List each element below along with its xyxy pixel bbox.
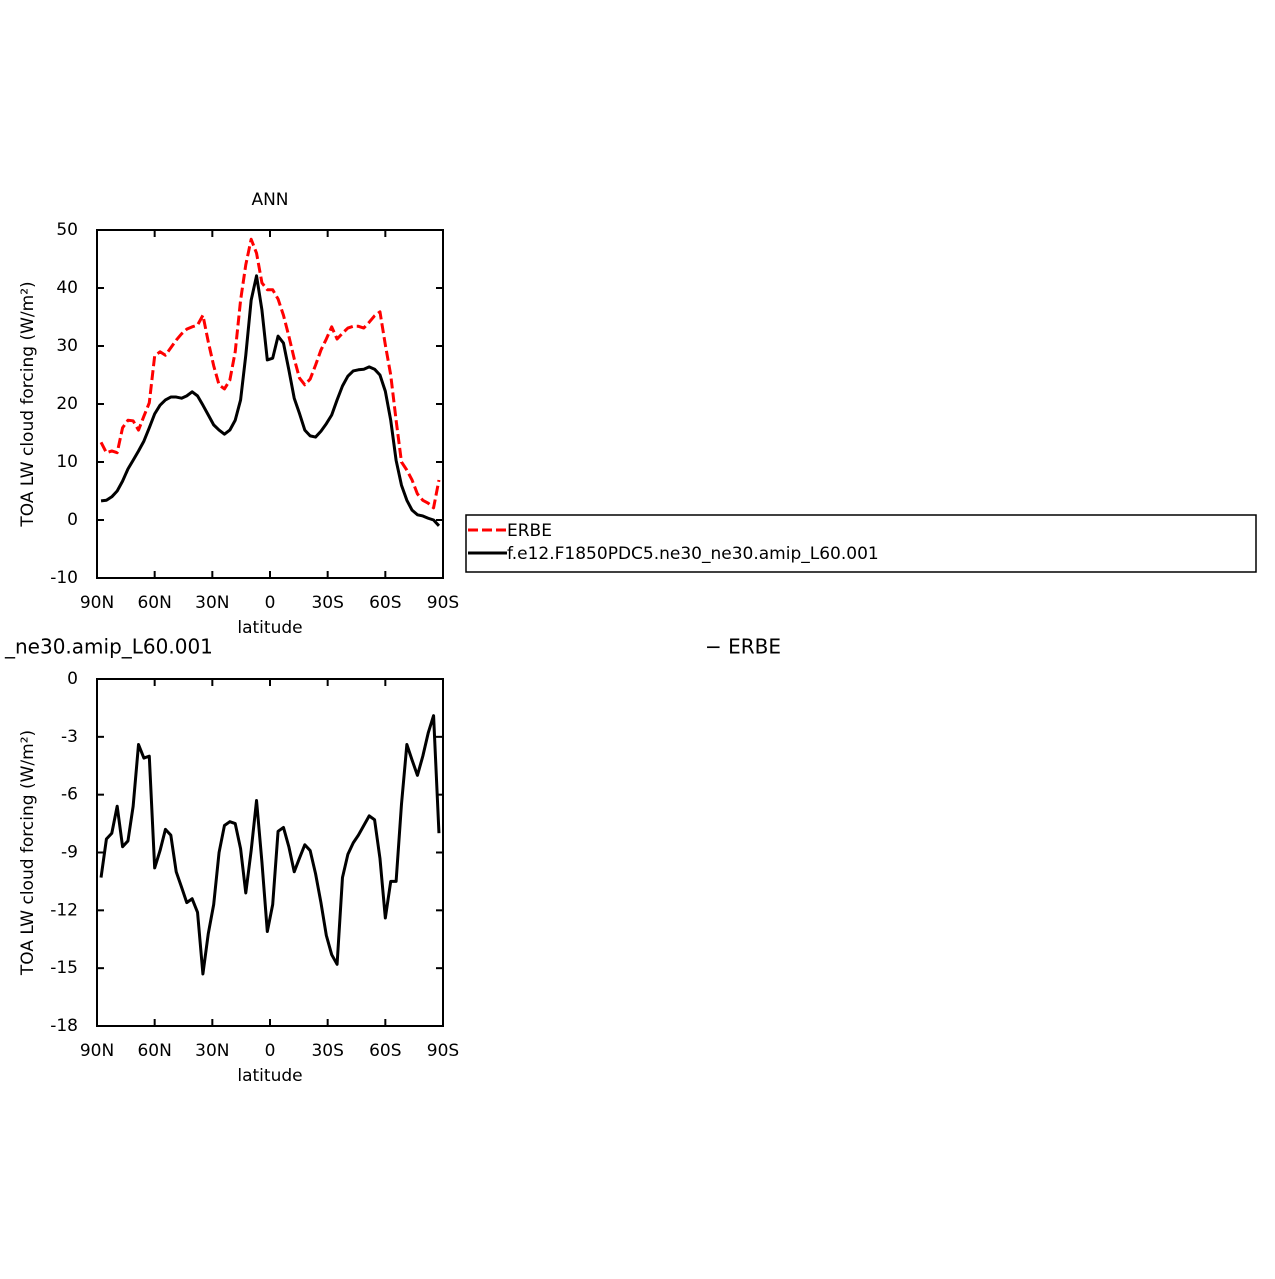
y-tick-label: 0 (67, 510, 78, 530)
y-tick-label: -6 (61, 785, 78, 805)
x-axis-label: latitude (237, 618, 302, 638)
x-tick-label: 60S (369, 593, 401, 613)
x-tick-label: 90S (427, 593, 459, 613)
x-tick-label: 30N (195, 1041, 229, 1061)
plot-frame (96, 678, 444, 1027)
x-tick-label: 90S (427, 1041, 459, 1061)
y-tick-label: -18 (50, 1016, 78, 1036)
chart-title-right: − ERBE (705, 635, 781, 659)
y-tick-label: 10 (56, 452, 78, 472)
x-tick-label: 0 (265, 593, 276, 613)
data-line (99, 714, 441, 976)
y-tick-label: 40 (56, 278, 78, 298)
chart-title-left: _ne30.amip_L60.001 (4, 635, 213, 659)
data-line (100, 274, 441, 527)
x-axis-label: latitude (237, 1066, 302, 1086)
y-tick-label: 50 (56, 220, 78, 240)
x-tick-label: 30S (311, 593, 343, 613)
y-tick-label: 20 (56, 394, 78, 414)
x-tick-label: 90N (80, 1041, 114, 1061)
y-axis-label: TOA LW cloud forcing (W/m²) (18, 730, 38, 976)
data-line (99, 237, 441, 510)
x-tick-label: 60N (137, 593, 171, 613)
x-tick-label: 0 (265, 1041, 276, 1061)
y-tick-label: -9 (61, 843, 78, 863)
y-tick-label: -3 (61, 727, 78, 747)
y-tick-label: 0 (67, 669, 78, 689)
x-tick-label: 30S (311, 1041, 343, 1061)
y-tick-label: -10 (50, 568, 78, 588)
y-tick-label: 30 (56, 336, 78, 356)
y-tick-label: -15 (50, 958, 78, 978)
x-tick-label: 90N (80, 593, 114, 613)
legend-label: f.e12.F1850PDC5.ne30_ne30.amip_L60.001 (507, 544, 879, 564)
y-tick-label: -12 (50, 900, 78, 920)
y-axis-label: TOA LW cloud forcing (W/m²) (18, 281, 38, 527)
x-tick-label: 60S (369, 1041, 401, 1061)
legend-label: ERBE (507, 521, 552, 541)
legend-box (465, 514, 1257, 573)
chart-title: ANN (251, 190, 288, 210)
x-tick-label: 30N (195, 593, 229, 613)
x-tick-label: 60N (137, 1041, 171, 1061)
